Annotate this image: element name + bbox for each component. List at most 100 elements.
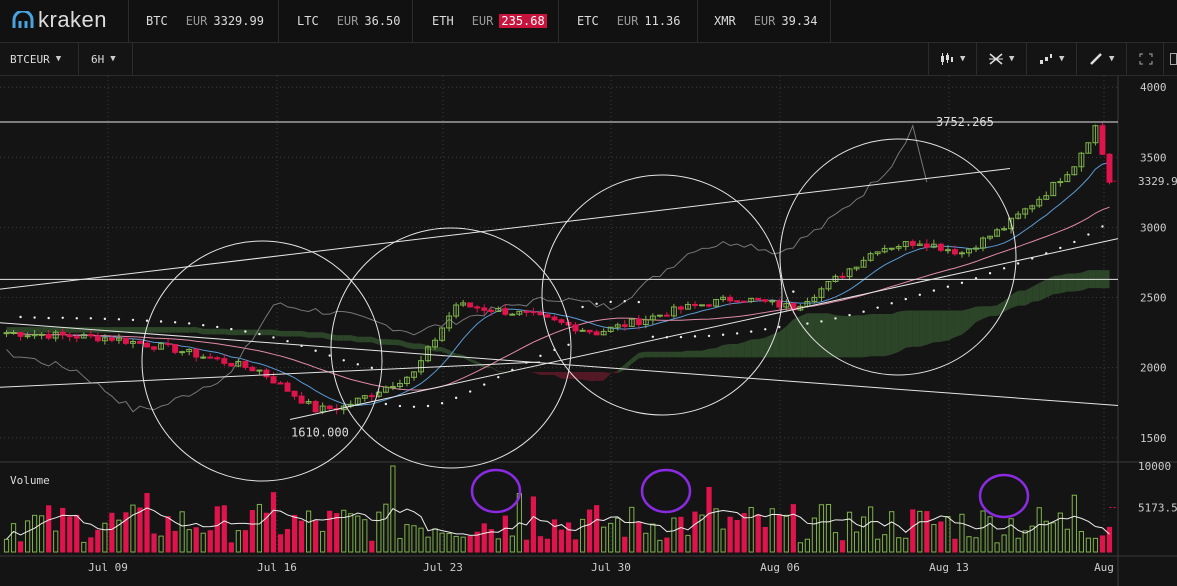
volume-bar	[130, 504, 136, 553]
ichimoku-cloud-segment	[533, 372, 541, 375]
candle-body	[488, 309, 495, 312]
volume-bar	[523, 539, 529, 553]
sar-dot	[244, 330, 247, 333]
ticker-currency: EUR	[616, 14, 639, 28]
candle-body	[980, 237, 986, 249]
chevron-down-icon: ▼	[55, 54, 62, 64]
volume-bar	[144, 493, 150, 553]
ticker-xmr[interactable]: XMR EUR 39.34	[714, 0, 818, 42]
crosshair-button[interactable]: ▼	[989, 43, 1014, 75]
candle-body	[45, 333, 52, 339]
volume-bar	[355, 515, 361, 553]
candle-body	[1106, 153, 1113, 183]
ichimoku-cloud-segment	[1081, 270, 1089, 291]
candle-body	[537, 312, 544, 316]
drawing-tools-button[interactable]: ▼	[1089, 43, 1114, 75]
candle-body	[860, 259, 867, 268]
candle-body	[811, 296, 818, 302]
candle-body	[727, 296, 734, 302]
ichimoku-cloud-segment	[210, 328, 218, 335]
ichimoku-cloud-segment	[807, 313, 815, 358]
chart-type-button[interactable]: ▼	[940, 43, 965, 75]
ichimoku-cloud-segment	[224, 328, 232, 336]
volume-bar	[53, 530, 59, 553]
ichimoku-cloud-segment	[1018, 290, 1026, 306]
candle-body	[909, 241, 916, 246]
volume-bar	[1099, 535, 1106, 553]
candle-body	[432, 339, 439, 348]
ichimoku-cloud-segment	[83, 327, 91, 333]
volume-bar	[741, 513, 747, 553]
price-chart[interactable]: 4000 3500 3000 2500 2000 1500 10000 5173.5 Jul 0…	[0, 76, 1177, 586]
volume-bar	[1036, 507, 1042, 553]
kraken-logo[interactable]: kraken	[12, 7, 107, 32]
kijun-line	[6, 206, 1110, 391]
candle-body	[656, 314, 663, 317]
volume-bar	[579, 518, 586, 553]
last-price-label: 3329.9	[1138, 175, 1177, 188]
candle-body	[818, 288, 825, 298]
volume-bar	[664, 537, 670, 553]
sidebar-toggle-button[interactable]	[1170, 43, 1177, 75]
candle-body	[312, 401, 319, 413]
fullscreen-button[interactable]	[1139, 43, 1153, 75]
volume-bar	[650, 523, 656, 553]
ichimoku-cloud-segment	[294, 330, 302, 337]
ichimoku-cloud-segment	[772, 331, 780, 358]
ticker-btc[interactable]: BTC EUR 3329.99	[146, 0, 264, 42]
pair-select[interactable]: BTCEUR ▼	[10, 43, 61, 75]
ichimoku-cloud-segment	[273, 329, 281, 337]
ichimoku-cloud-segment	[315, 332, 323, 338]
drawing-circle	[541, 174, 783, 416]
ichimoku-cloud-segment	[645, 351, 653, 358]
volume-bar	[994, 542, 1000, 553]
sar-dot	[651, 335, 655, 338]
ticker-ltc[interactable]: LTC EUR 36.50	[297, 0, 401, 42]
volume-bar	[60, 507, 66, 553]
ichimoku-cloud-segment	[76, 327, 84, 333]
volume-bar	[481, 523, 487, 553]
ichimoku-cloud-segment	[491, 366, 499, 373]
candle-body	[930, 243, 937, 248]
ticker-symbol: LTC	[297, 14, 319, 28]
sar-dot	[1002, 267, 1006, 270]
candle-body	[495, 308, 502, 312]
ticker-etc[interactable]: ETC EUR 11.36	[577, 0, 681, 42]
candle-body	[10, 332, 17, 335]
drawing-circle	[141, 240, 383, 482]
ichimoku-cloud-segment	[182, 327, 190, 333]
price-tick-label: 4000	[1140, 81, 1167, 94]
divider	[278, 0, 279, 42]
candle-body	[642, 319, 649, 325]
chart-toolbar: BTCEUR ▼ 6H ▼ ▼ ▼ ▼ ▼	[0, 43, 1177, 76]
ichimoku-cloud-segment	[673, 351, 681, 358]
ichimoku-cloud-segment	[203, 328, 211, 335]
sar-dot	[454, 396, 458, 400]
indicators-button[interactable]: ▼	[1039, 43, 1064, 75]
volume-bar	[601, 526, 607, 553]
sar-dot	[693, 335, 697, 338]
sar-dot	[412, 405, 416, 409]
candle-body	[305, 401, 312, 404]
candle-body	[73, 336, 80, 339]
interval-select[interactable]: 6H ▼	[91, 43, 116, 75]
annotation-circle	[470, 468, 522, 514]
ticker-eth[interactable]: ETH EUR 235.68	[432, 0, 547, 42]
volume-bar	[298, 520, 305, 553]
sar-dot	[806, 322, 809, 325]
ichimoku-cloud-segment	[940, 310, 948, 342]
volume-bar	[896, 537, 902, 553]
candle-body	[1092, 125, 1099, 144]
candle-body	[467, 302, 474, 308]
candle-body	[108, 337, 115, 341]
ichimoku-cloud-segment	[301, 330, 309, 338]
sar-dot	[735, 332, 739, 335]
ichimoku-cloud-segment	[730, 343, 738, 358]
candle-body	[916, 243, 923, 246]
volume-bar	[228, 542, 234, 553]
sar-dot	[328, 354, 331, 357]
time-tick-label: Aug 06	[760, 561, 800, 574]
volume-bar	[959, 513, 965, 553]
candle-body	[600, 330, 607, 336]
volume-bar	[938, 521, 944, 553]
